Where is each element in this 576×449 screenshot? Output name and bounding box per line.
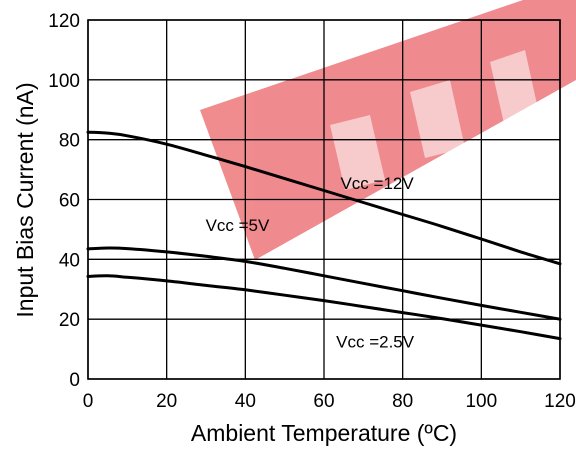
x-tick-label-2: 40 [235,391,256,412]
series-lines [86,130,562,341]
series-line-1 [86,246,562,321]
x-axis-title: Ambient Temperature (ºC) [191,420,457,446]
series-annotations: Vcc =12V Vcc =5V Vcc =2.5V [206,174,415,352]
series-annotation-0: Vcc =12V [340,174,414,193]
y-tick-label-2: 40 [59,250,80,271]
series-annotation-2: Vcc =2.5V [336,333,415,352]
y-tick-label-0: 0 [69,370,80,391]
x-tick-label-3: 60 [313,391,334,412]
watermark-logo [200,0,576,260]
x-tick-label-1: 20 [156,391,177,412]
series-annotation-1: Vcc =5V [206,216,270,235]
y-tick-label-6: 120 [48,11,80,32]
y-tick-label-5: 100 [48,71,80,92]
series-line-0 [86,130,562,266]
y-axis-title: Input Bias Current (nA) [12,82,38,317]
y-tick-label-3: 60 [59,191,80,212]
tick-labels: 0 20 40 60 80 100 120 0 20 40 60 80 100 120 [48,11,576,412]
x-tick-label-6: 120 [544,391,576,412]
y-tick-label-1: 20 [59,310,80,331]
x-tick-label-4: 80 [392,391,413,412]
series-line-2 [86,274,562,341]
x-tick-label-5: 100 [465,391,497,412]
x-tick-label-0: 0 [83,391,94,412]
plot-frame [87,19,561,380]
y-tick-label-4: 80 [59,131,80,152]
